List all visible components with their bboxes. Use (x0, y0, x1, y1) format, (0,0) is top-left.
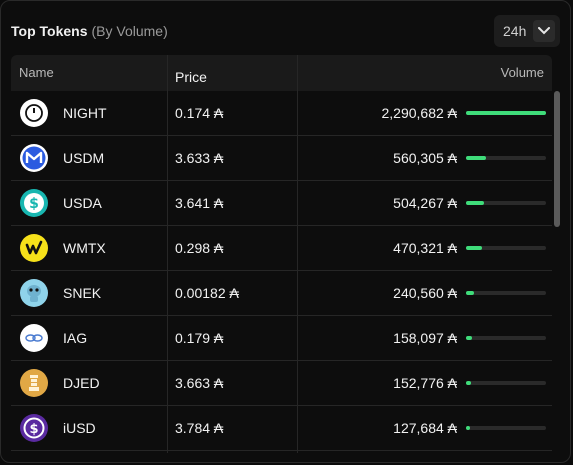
token-price: 0.179 ₳ (175, 330, 224, 346)
iusd-token-icon: $ (19, 413, 49, 443)
column-divider (167, 55, 168, 453)
token-volume: 470,321 ₳ (393, 240, 457, 256)
table-row[interactable]: IAG 0.179 ₳ 158,097 ₳ (11, 316, 552, 361)
column-header-volume[interactable]: Volume (500, 65, 544, 80)
token-price: 0.298 ₳ (175, 240, 224, 256)
volume-bar-fill (466, 426, 471, 430)
token-price: 0.00182 ₳ (175, 285, 239, 301)
panel-subtitle: (By Volume) (91, 23, 168, 39)
token-volume: 560,305 ₳ (393, 150, 457, 166)
token-volume: 504,267 ₳ (393, 195, 457, 211)
token-name-cell: WMTX (19, 226, 106, 270)
token-price: 3.784 ₳ (175, 420, 224, 436)
token-name: NIGHT (63, 105, 107, 121)
volume-bar-fill (466, 246, 483, 250)
panel-header: Top Tokens (By Volume) (11, 15, 168, 47)
token-name-cell: NIGHT (19, 91, 107, 135)
token-name: DJED (63, 375, 100, 391)
table-row[interactable]: $ USDA 3.641 ₳ 504,267 ₳ (11, 181, 552, 226)
scrollbar[interactable] (554, 91, 560, 449)
token-name: WMTX (63, 240, 106, 256)
token-name-cell: IAG (19, 316, 87, 360)
token-price: 3.641 ₳ (175, 195, 224, 211)
volume-bar (466, 201, 546, 205)
token-name-cell: $ iUSD (19, 406, 96, 450)
token-volume: 152,776 ₳ (393, 375, 457, 391)
panel-title: Top Tokens (11, 23, 88, 39)
volume-bar-fill (466, 336, 472, 340)
volume-bar (466, 336, 546, 340)
table-row[interactable]: WMTX 0.298 ₳ 470,321 ₳ (11, 226, 552, 271)
token-name-cell: DJED (19, 361, 100, 405)
token-volume: 2,290,682 ₳ (381, 105, 457, 121)
volume-bar-fill (466, 201, 484, 205)
column-divider (297, 55, 298, 453)
token-price: 0.174 ₳ (175, 105, 224, 121)
volume-bar-fill (466, 381, 472, 385)
volume-bar-fill (466, 156, 486, 160)
volume-bar (466, 111, 546, 115)
token-name: USDA (63, 195, 102, 211)
volume-bar (466, 246, 546, 250)
table-row[interactable]: DJED 3.663 ₳ 152,776 ₳ (11, 361, 552, 406)
tokens-table: Name Price Volume NIGHT 0.174 ₳ 2,290,68… (11, 55, 552, 453)
column-header-price[interactable]: Price (175, 69, 207, 85)
table-row[interactable]: SNEK 0.00182 ₳ 240,560 ₳ (11, 271, 552, 316)
token-name: USDM (63, 150, 105, 166)
token-price: 3.633 ₳ (175, 150, 224, 166)
period-selector[interactable]: 24h (494, 15, 560, 47)
token-price: 3.663 ₳ (175, 375, 224, 391)
token-name: IAG (63, 330, 88, 346)
svg-text:$: $ (29, 196, 39, 212)
volume-bar (466, 291, 546, 295)
volume-bar-fill (466, 111, 546, 115)
token-name-cell: SNEK (19, 271, 101, 315)
token-name-cell: USDM (19, 136, 104, 180)
iag-token-icon (19, 323, 49, 353)
token-volume: 240,560 ₳ (393, 285, 457, 301)
table-row[interactable]: $ iUSD 3.784 ₳ 127,684 ₳ (11, 406, 552, 451)
table-row[interactable]: NIGHT 0.174 ₳ 2,290,682 ₳ (11, 91, 552, 136)
night-token-icon (19, 98, 49, 128)
table-row[interactable]: USDM 3.633 ₳ 560,305 ₳ (11, 136, 552, 181)
volume-bar (466, 381, 546, 385)
usda-token-icon: $ (19, 188, 49, 218)
token-name: iUSD (63, 420, 96, 436)
volume-bar-fill (466, 291, 475, 295)
token-name: SNEK (63, 285, 102, 301)
scroll-thumb[interactable] (554, 91, 560, 227)
djed-token-icon (19, 368, 49, 398)
volume-bar (466, 156, 546, 160)
snek-token-icon (19, 278, 49, 308)
token-volume: 127,684 ₳ (393, 420, 457, 436)
chevron-down-icon[interactable] (533, 20, 555, 42)
table-header: Name Price Volume (11, 55, 552, 91)
wmtx-token-icon (19, 233, 49, 263)
svg-text:$: $ (29, 422, 38, 437)
usdm-token-icon (19, 143, 49, 173)
period-value: 24h (503, 23, 527, 39)
volume-bar (466, 426, 546, 430)
token-volume: 158,097 ₳ (393, 330, 457, 346)
column-header-name[interactable]: Name (19, 65, 54, 80)
token-name-cell: $ USDA (19, 181, 102, 225)
